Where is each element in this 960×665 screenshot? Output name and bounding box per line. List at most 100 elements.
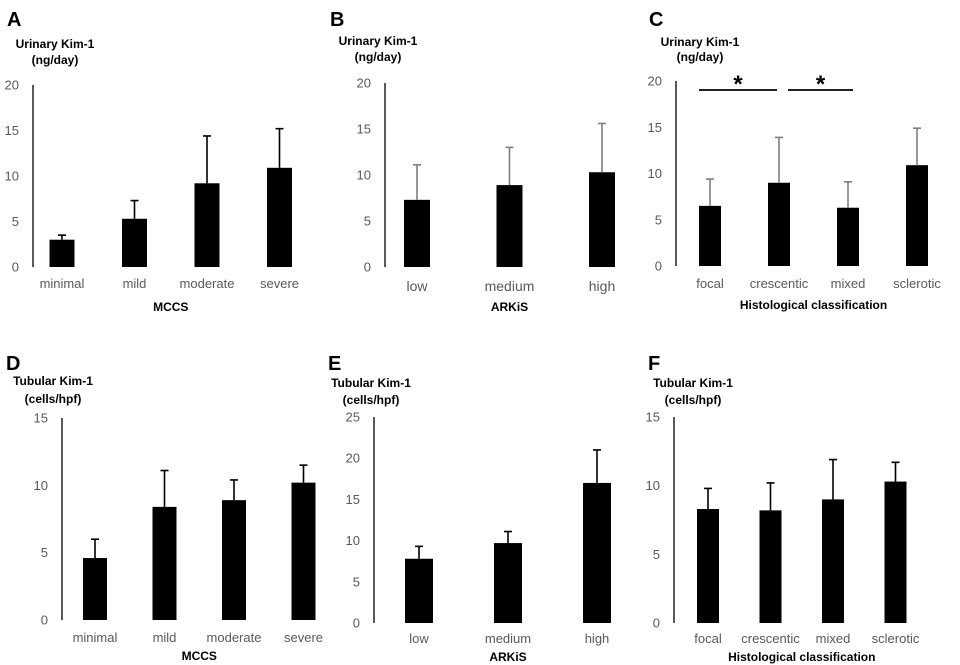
bar xyxy=(822,499,844,623)
x-category-label: high xyxy=(585,631,610,646)
y-tick-label: 0 xyxy=(353,616,360,631)
x-category-label: mild xyxy=(153,630,177,645)
panel-letter: F xyxy=(648,353,660,375)
x-category-label: minimal xyxy=(73,630,118,645)
bar xyxy=(884,481,907,623)
x-category-label: moderate xyxy=(180,276,235,291)
bar xyxy=(404,199,430,267)
y-tick-label: 5 xyxy=(353,574,360,589)
y-tick-label: 10 xyxy=(648,166,662,181)
x-category-label: crescentic xyxy=(750,276,809,291)
panel-a: A Urinary Kim-1 (ng/day) 0 5 10 15 20 minimal mil… xyxy=(5,9,299,314)
x-category-label: mixed xyxy=(816,631,851,646)
y-tick-label: 20 xyxy=(5,78,19,93)
x-category-label: sclerotic xyxy=(872,631,920,646)
y-tick-label: 10 xyxy=(5,169,19,184)
x-category-label: medium xyxy=(485,278,535,294)
bar xyxy=(152,506,177,620)
y-axis-unit: (ng/day) xyxy=(32,53,79,67)
y-axis-label: Urinary Kim-1 xyxy=(339,34,418,48)
y-axis-label: Tubular Kim-1 xyxy=(331,376,411,390)
y-tick-label: 10 xyxy=(34,478,48,493)
bar xyxy=(699,205,721,266)
y-tick-label: 15 xyxy=(346,492,360,507)
y-tick-label: 15 xyxy=(5,123,19,138)
x-category-label: crescentic xyxy=(741,631,800,646)
bar xyxy=(583,482,611,623)
y-tick-label: 15 xyxy=(34,411,48,426)
bar xyxy=(494,543,522,623)
bar xyxy=(194,183,220,267)
x-axis-title: MCCS xyxy=(153,300,188,314)
x-category-label: moderate xyxy=(207,630,262,645)
x-category-label: medium xyxy=(485,631,531,646)
y-tick-label: 20 xyxy=(346,451,360,466)
y-tick-label: 0 xyxy=(653,616,660,631)
x-category-label: low xyxy=(406,278,428,294)
bar xyxy=(496,185,523,267)
y-axis-label: Urinary Kim-1 xyxy=(16,37,95,51)
y-tick-label: 15 xyxy=(357,122,371,137)
bar xyxy=(405,558,433,623)
bar xyxy=(697,509,719,623)
x-category-label: minimal xyxy=(40,276,85,291)
bar xyxy=(49,239,75,267)
x-category-label: low xyxy=(409,631,429,646)
significance-star: * xyxy=(733,71,743,98)
bar xyxy=(267,167,292,267)
y-tick-label: 25 xyxy=(346,410,360,425)
x-category-label: mild xyxy=(123,276,147,291)
y-axis-label: Tubular Kim-1 xyxy=(13,374,93,388)
panel-c: C Urinary Kim-1(ng/day) 0 5 10 15 20 focal cresc… xyxy=(648,9,942,312)
y-tick-label: 5 xyxy=(655,212,662,227)
bar xyxy=(906,165,928,266)
y-tick-label: 0 xyxy=(12,260,19,275)
x-category-label: severe xyxy=(260,276,299,291)
y-axis-unit: (cells/hpf) xyxy=(343,393,400,407)
panel-letter: E xyxy=(328,353,341,375)
y-tick-label: 15 xyxy=(648,120,662,135)
y-tick-label: 10 xyxy=(357,168,371,183)
x-axis-title: Histological classification xyxy=(728,650,875,664)
x-category-label: high xyxy=(589,278,615,294)
y-tick-label: 0 xyxy=(41,613,48,628)
bar xyxy=(291,482,316,620)
significance-star: * xyxy=(816,71,826,98)
y-axis-unit: (cells/hpf) xyxy=(665,393,722,407)
y-tick-label: 20 xyxy=(357,76,371,91)
x-category-label: sclerotic xyxy=(893,276,941,291)
y-tick-label: 5 xyxy=(364,214,371,229)
y-tick-label: 15 xyxy=(646,410,660,425)
x-axis-title: ARKiS xyxy=(491,300,528,314)
x-category-label: mixed xyxy=(831,276,866,291)
y-axis-unit: (ng/day) xyxy=(355,50,402,64)
y-tick-label: 5 xyxy=(12,214,19,229)
x-axis-title: ARKiS xyxy=(489,650,526,664)
y-axis-label: Tubular Kim-1 xyxy=(653,376,733,390)
panel-letter: D xyxy=(6,353,20,375)
bar xyxy=(222,500,246,620)
y-tick-label: 10 xyxy=(346,533,360,548)
panel-letter: B xyxy=(330,9,344,31)
y-axis-unit: (cells/hpf) xyxy=(25,392,82,406)
y-axis-label: Urinary Kim-1 xyxy=(661,35,740,49)
x-axis-title: Histological classification xyxy=(740,298,887,312)
y-axis-unit: (ng/day) xyxy=(677,50,724,64)
bar xyxy=(83,558,107,620)
panel-letter: A xyxy=(7,9,21,31)
x-category-label: focal xyxy=(696,276,724,291)
bar xyxy=(837,207,859,266)
bar xyxy=(589,172,615,267)
bar xyxy=(759,510,782,623)
x-category-label: focal xyxy=(694,631,722,646)
bar xyxy=(768,182,790,266)
y-tick-label: 0 xyxy=(655,259,662,274)
x-axis-title: MCCS xyxy=(182,649,217,663)
x-category-label: severe xyxy=(284,630,323,645)
y-tick-label: 5 xyxy=(41,545,48,560)
panel-b: B Urinary Kim-1 (ng/day) 0 5 10 15 20 low medium h… xyxy=(330,9,615,314)
